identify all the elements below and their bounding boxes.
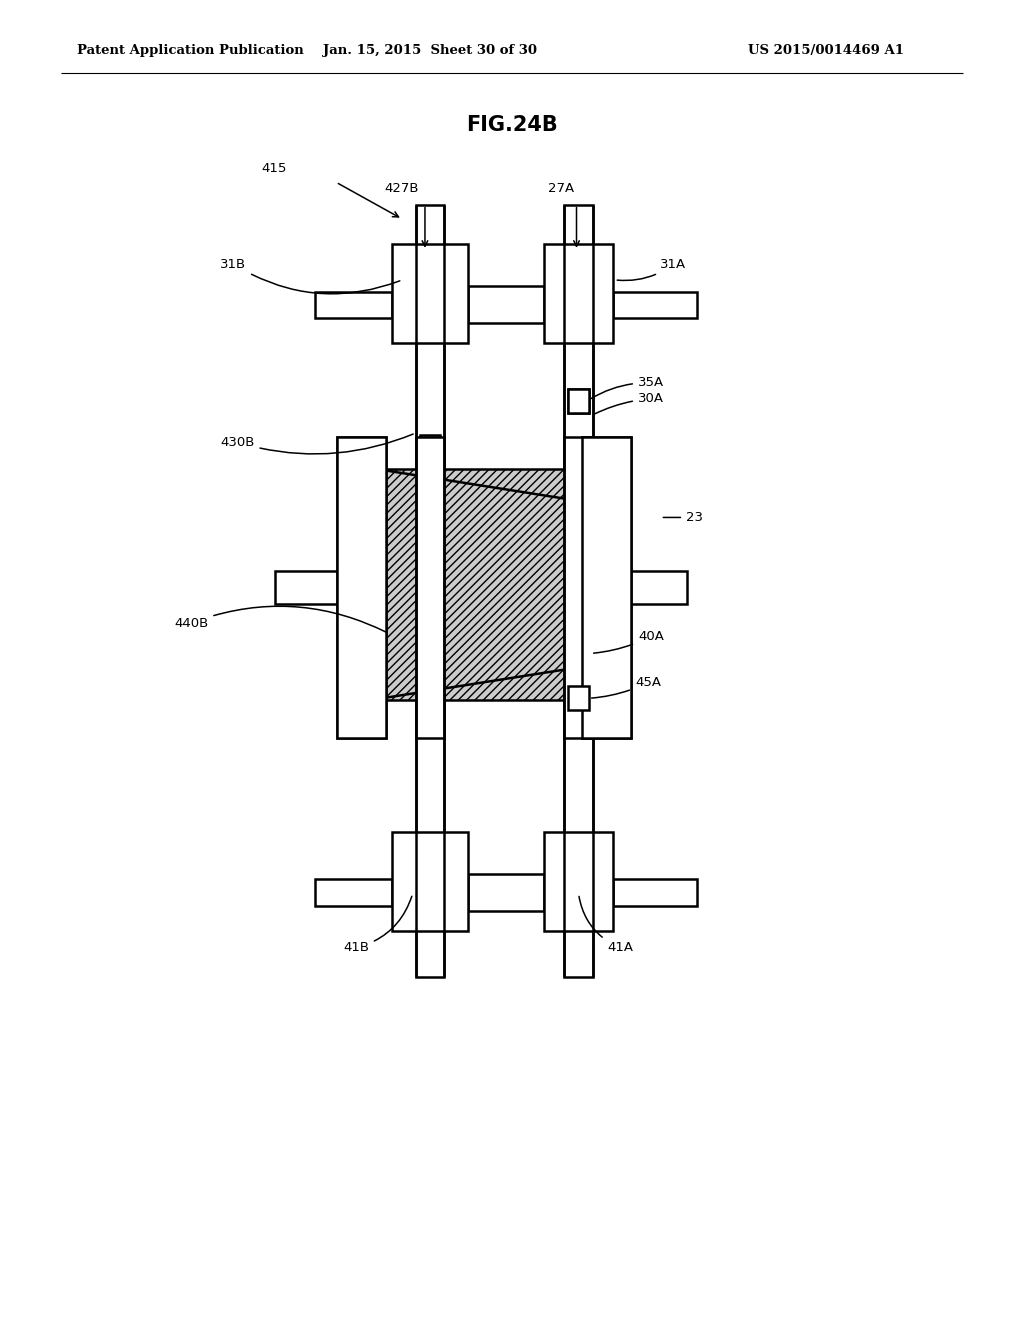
Text: Patent Application Publication: Patent Application Publication	[77, 44, 303, 57]
Bar	[315, 292, 391, 318]
Text: 35A: 35A	[591, 376, 665, 399]
Bar	[613, 292, 697, 318]
Bar	[416, 205, 444, 977]
Text: 27A: 27A	[548, 182, 574, 195]
Text: 23: 23	[664, 511, 703, 524]
Bar	[544, 832, 613, 931]
Text: 427B: 427B	[384, 182, 419, 195]
Text: 440B: 440B	[174, 606, 387, 632]
Text: 40A: 40A	[594, 630, 664, 653]
Bar	[337, 437, 386, 738]
Bar	[391, 832, 469, 931]
Bar	[568, 389, 589, 413]
Bar	[564, 437, 593, 738]
Text: 41A: 41A	[579, 896, 633, 954]
Text: 415: 415	[261, 162, 287, 176]
Bar	[582, 437, 631, 738]
Bar	[469, 286, 544, 323]
Bar	[315, 879, 391, 906]
Text: 430B: 430B	[220, 434, 413, 454]
Text: 30A: 30A	[593, 392, 664, 414]
Bar	[568, 686, 589, 710]
Bar	[337, 437, 386, 738]
Bar	[374, 469, 594, 700]
Bar	[564, 205, 593, 977]
Bar	[469, 874, 544, 911]
Bar	[544, 244, 613, 343]
Text: US 2015/0014469 A1: US 2015/0014469 A1	[748, 44, 903, 57]
Bar	[613, 879, 697, 906]
Bar	[568, 389, 589, 413]
Bar	[275, 570, 342, 603]
Bar	[420, 434, 440, 451]
Bar	[416, 437, 444, 738]
Text: FIG.24B: FIG.24B	[466, 115, 558, 136]
Text: 41B: 41B	[343, 896, 412, 954]
Bar	[391, 244, 469, 343]
Bar	[568, 686, 589, 710]
Polygon shape	[374, 469, 594, 700]
Bar	[582, 437, 631, 738]
Text: 31B: 31B	[220, 257, 399, 294]
Text: 31A: 31A	[617, 257, 687, 280]
Text: Jan. 15, 2015  Sheet 30 of 30: Jan. 15, 2015 Sheet 30 of 30	[324, 44, 537, 57]
Text: 45A: 45A	[592, 676, 660, 698]
Bar	[626, 570, 687, 603]
